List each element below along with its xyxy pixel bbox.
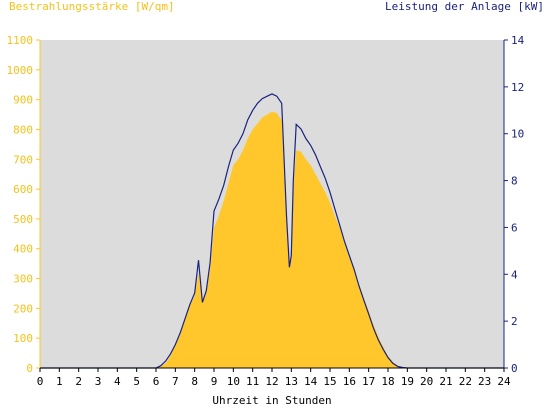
left-tick-label: 1000 xyxy=(7,64,34,77)
left-tick-label: 600 xyxy=(13,183,33,196)
power-line-group xyxy=(40,93,504,369)
left-tick-label: 700 xyxy=(13,153,33,166)
irradiance-area xyxy=(40,111,504,368)
x-tick-label: 5 xyxy=(133,375,140,388)
x-tick-label: 22 xyxy=(459,375,472,388)
x-tick-label: 15 xyxy=(323,375,336,388)
tick-label-group: 0100200300400500600700800900100011000246… xyxy=(7,34,525,388)
x-tick-label: 23 xyxy=(478,375,491,388)
x-tick-label: 10 xyxy=(227,375,240,388)
right-tick-label: 8 xyxy=(511,175,518,188)
left-tick-label: 500 xyxy=(13,213,33,226)
x-tick-label: 7 xyxy=(172,375,179,388)
right-tick-label: 10 xyxy=(511,128,524,141)
power-line xyxy=(40,93,504,369)
right-axis-title: Leistung der Anlage [kW] xyxy=(385,0,544,13)
x-tick-label: 12 xyxy=(265,375,278,388)
right-tick-label: 14 xyxy=(511,34,525,47)
left-axis-title: Bestrahlungsstärke [W/qm] xyxy=(9,0,175,13)
x-tick-label: 20 xyxy=(420,375,433,388)
x-tick-label: 14 xyxy=(304,375,318,388)
right-tick-label: 4 xyxy=(511,268,518,281)
left-tick-label: 200 xyxy=(13,302,33,315)
left-tick-label: 800 xyxy=(13,123,33,136)
right-tick-label: 2 xyxy=(511,315,518,328)
x-tick-label: 0 xyxy=(37,375,44,388)
x-tick-label: 11 xyxy=(246,375,259,388)
x-tick-label: 19 xyxy=(401,375,414,388)
x-tick-label: 24 xyxy=(497,375,511,388)
left-tick-label: 300 xyxy=(13,273,33,286)
x-axis-title: Uhrzeit in Stunden xyxy=(212,394,332,407)
x-tick-label: 4 xyxy=(114,375,121,388)
left-tick-label: 1100 xyxy=(7,34,34,47)
x-tick-label: 21 xyxy=(439,375,452,388)
right-tick-label: 6 xyxy=(511,221,518,234)
x-tick-label: 18 xyxy=(381,375,394,388)
left-tick-label: 0 xyxy=(26,362,33,375)
x-tick-label: 6 xyxy=(153,375,160,388)
irradiance-area-group xyxy=(40,111,504,368)
axes-group xyxy=(36,39,508,372)
right-tick-label: 0 xyxy=(511,362,518,375)
x-tick-label: 8 xyxy=(191,375,198,388)
left-tick-label: 900 xyxy=(13,94,33,107)
x-tick-label: 16 xyxy=(343,375,356,388)
right-tick-label: 12 xyxy=(511,81,524,94)
x-tick-label: 1 xyxy=(56,375,63,388)
x-tick-label: 17 xyxy=(362,375,375,388)
x-tick-label: 9 xyxy=(211,375,218,388)
x-tick-label: 13 xyxy=(285,375,298,388)
x-tick-label: 2 xyxy=(75,375,82,388)
x-tick-label: 3 xyxy=(95,375,102,388)
left-tick-label: 100 xyxy=(13,332,33,345)
left-tick-label: 400 xyxy=(13,243,33,256)
